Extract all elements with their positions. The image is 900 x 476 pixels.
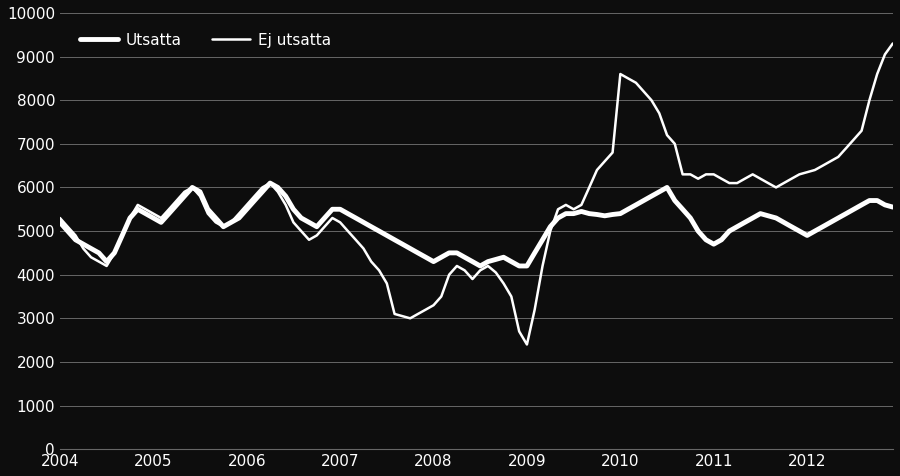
Utsatta (265, 180, 275, 186)
Utsatta (475, 263, 486, 269)
Ej utsatta (887, 40, 898, 46)
Utsatta (55, 219, 66, 225)
Legend: Utsatta, Ej utsatta: Utsatta, Ej utsatta (68, 20, 344, 60)
Ej utsatta (778, 180, 789, 186)
Utsatta (786, 224, 796, 229)
Utsatta (140, 211, 151, 217)
Ej utsatta (187, 185, 198, 190)
Utsatta (802, 233, 813, 238)
Utsatta (452, 250, 463, 256)
Utsatta (887, 204, 898, 210)
Ej utsatta (55, 215, 66, 221)
Ej utsatta (879, 51, 890, 57)
Line: Utsatta: Utsatta (60, 183, 893, 266)
Ej utsatta (724, 180, 734, 186)
Ej utsatta (140, 207, 151, 212)
Ej utsatta (521, 342, 532, 347)
Utsatta (732, 224, 742, 229)
Ej utsatta (444, 272, 454, 278)
Utsatta (187, 185, 198, 190)
Line: Ej utsatta: Ej utsatta (60, 43, 893, 345)
